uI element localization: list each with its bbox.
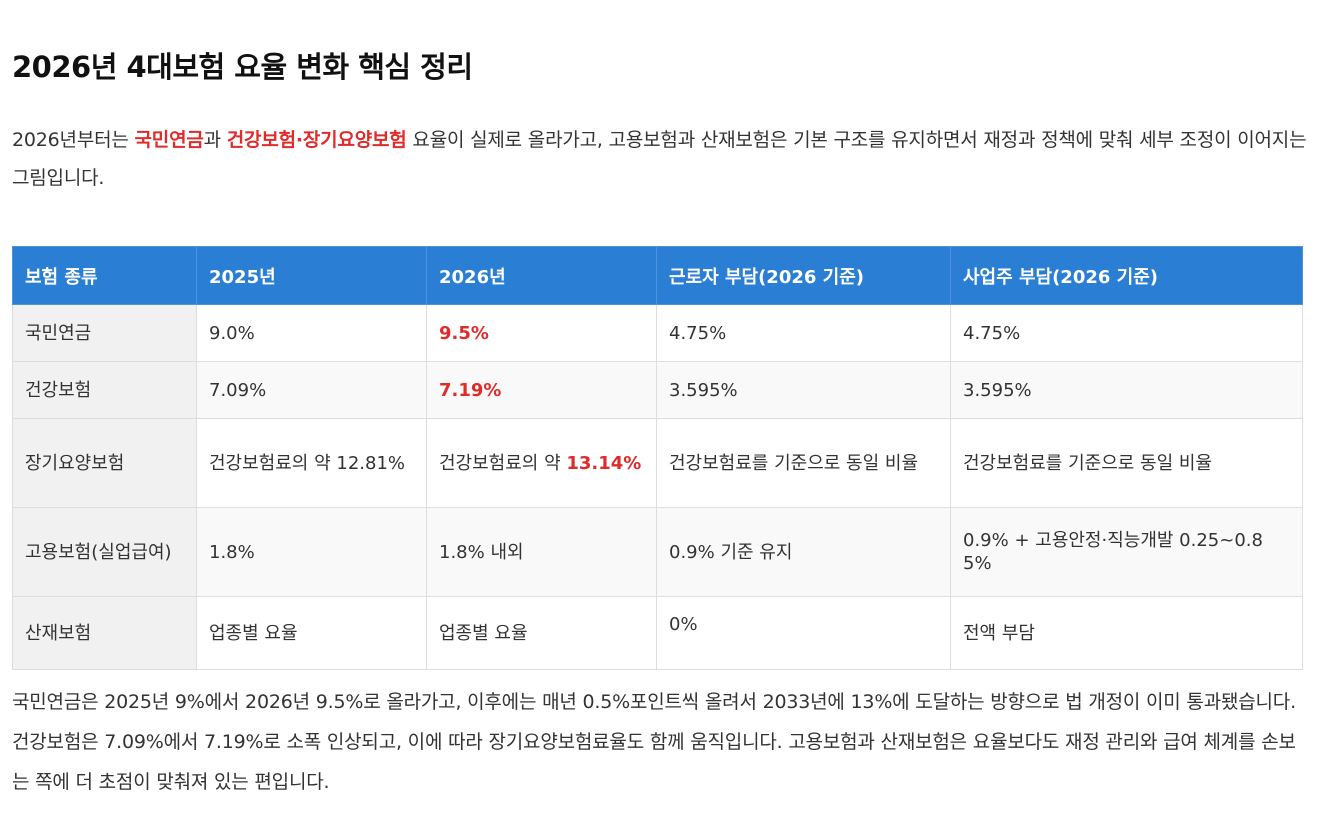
cell-2026-prefix: 1.8% 내외	[439, 541, 524, 563]
cell-2026: 업종별 요율	[426, 596, 657, 670]
cell-employer: 3.595%	[950, 361, 1303, 419]
outro-paragraph: 국민연금은 2025년 9%에서 2026년 9.5%로 올라가고, 이후에는 …	[12, 691, 1296, 793]
intro-prefix: 2026년부터는	[12, 129, 135, 151]
cell-2026: 9.5%	[426, 304, 657, 362]
header-employer-share: 사업주 부담(2026 기준)	[950, 246, 1303, 305]
header-2026: 2026년	[426, 246, 657, 305]
cell-employer: 0.9% + 고용안정·직능개발 0.25~0.85%	[950, 507, 1303, 597]
cell-2025: 업종별 요율	[196, 596, 427, 670]
intro-mid: 과	[203, 129, 227, 151]
cell-worker: 4.75%	[656, 304, 951, 362]
table-row: 장기요양보험 건강보험료의 약 12.81% 건강보험료의 약 13.14% 건…	[12, 418, 1303, 508]
intro-highlight-pension: 국민연금	[134, 129, 204, 151]
table-row: 산재보험 업종별 요율 업종별 요율 0% 전액 부담	[12, 596, 1303, 670]
cell-worker: 건강보험료를 기준으로 동일 비율	[656, 418, 951, 508]
cell-employer: 전액 부담	[950, 596, 1303, 670]
cell-employer: 건강보험료를 기준으로 동일 비율	[950, 418, 1303, 508]
cell-2025: 건강보험료의 약 12.81%	[196, 418, 427, 508]
cell-2026-highlight: 13.14%	[566, 452, 642, 474]
cell-2026-highlight: 9.5%	[439, 322, 489, 344]
table-row: 건강보험 7.09% 7.19% 3.595% 3.595%	[12, 361, 1303, 419]
cell-2025: 1.8%	[196, 507, 427, 597]
cell-type: 산재보험	[12, 596, 197, 670]
cell-worker: 0.9% 기준 유지	[656, 507, 951, 597]
cell-worker: 0%	[656, 596, 951, 670]
cell-2026-prefix: 건강보험료의 약	[439, 452, 567, 474]
page-title: 2026년 4대보험 요율 변화 핵심 정리	[12, 50, 473, 84]
cell-2026: 건강보험료의 약 13.14%	[426, 418, 657, 508]
cell-type: 장기요양보험	[12, 418, 197, 508]
cell-2025: 9.0%	[196, 304, 427, 362]
cell-employer: 4.75%	[950, 304, 1303, 362]
cell-type: 고용보험(실업급여)	[12, 507, 197, 597]
cell-type: 국민연금	[12, 304, 197, 362]
cell-2026: 1.8% 내외	[426, 507, 657, 597]
header-worker-share: 근로자 부담(2026 기준)	[656, 246, 951, 305]
cell-2026-highlight: 7.19%	[439, 379, 502, 401]
header-2025: 2025년	[196, 246, 427, 305]
intro-highlight-health: 건강보험·장기요양보험	[226, 129, 407, 151]
cell-type: 건강보험	[12, 361, 197, 419]
cell-2026: 7.19%	[426, 361, 657, 419]
cell-2025: 7.09%	[196, 361, 427, 419]
cell-2026-prefix: 업종별 요율	[439, 622, 528, 644]
intro-paragraph: 2026년부터는 국민연금과 건강보험·장기요양보험 요율이 실제로 올라가고,…	[12, 121, 1307, 197]
intro-suffix: 요율이 실제로 올라가고, 고용보험과 산재보험은 기본 구조를 유지하면서 재…	[12, 129, 1307, 189]
header-insurance-type: 보험 종류	[12, 246, 197, 305]
table-row: 국민연금 9.0% 9.5% 4.75% 4.75%	[12, 304, 1303, 362]
table-header-row: 보험 종류 2025년 2026년 근로자 부담(2026 기준) 사업주 부담…	[12, 246, 1303, 305]
cell-worker: 3.595%	[656, 361, 951, 419]
insurance-rates-table: 보험 종류 2025년 2026년 근로자 부담(2026 기준) 사업주 부담…	[12, 246, 1303, 670]
table-row: 고용보험(실업급여) 1.8% 1.8% 내외 0.9% 기준 유지 0.9% …	[12, 507, 1303, 597]
